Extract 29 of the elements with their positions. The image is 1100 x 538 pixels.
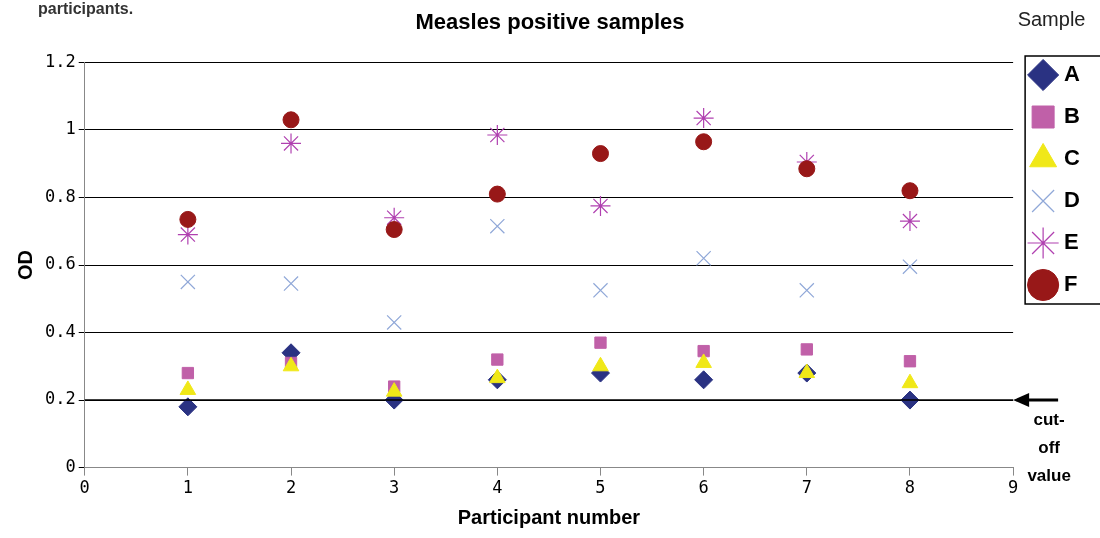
x-tick-label: 0 bbox=[79, 477, 90, 498]
x-tick-label: 4 bbox=[492, 477, 503, 498]
legend-label: E bbox=[1064, 229, 1079, 255]
y-tick-label: 0.6 bbox=[44, 253, 76, 274]
legend-label: B bbox=[1064, 103, 1080, 129]
y-tick-label: 0 bbox=[65, 456, 76, 477]
chart-title: Measles positive samples bbox=[415, 9, 685, 35]
y-axis-title: OD bbox=[13, 250, 36, 280]
x-tick-label: 9 bbox=[1007, 477, 1019, 498]
x-tick-label: 7 bbox=[801, 477, 812, 498]
y-tick-label: 1 bbox=[65, 118, 76, 139]
x-tick-label: 3 bbox=[389, 477, 400, 498]
legend-title: Sample bbox=[1017, 7, 1086, 30]
x-tick-label: 2 bbox=[285, 477, 297, 498]
x-tick-label: 5 bbox=[595, 477, 606, 498]
x-tick-label: 8 bbox=[904, 477, 916, 498]
y-tick-label: 1.2 bbox=[44, 50, 76, 71]
y-tick-label: 0.4 bbox=[44, 320, 76, 341]
legend-label: D bbox=[1064, 187, 1080, 213]
legend-label: C bbox=[1064, 145, 1081, 171]
x-tick-label: 6 bbox=[698, 477, 709, 498]
ref-line-label: cut-off value bbox=[1027, 410, 1071, 486]
legend-label: F bbox=[1064, 271, 1078, 297]
text: participants. bbox=[38, 0, 134, 18]
x-axis-title: Participant number bbox=[457, 505, 641, 528]
legend-label: A bbox=[1064, 61, 1081, 87]
x-tick-label: 1 bbox=[182, 477, 193, 498]
y-tick-label: 0.2 bbox=[44, 388, 76, 409]
y-tick-label: 0.8 bbox=[44, 185, 76, 206]
